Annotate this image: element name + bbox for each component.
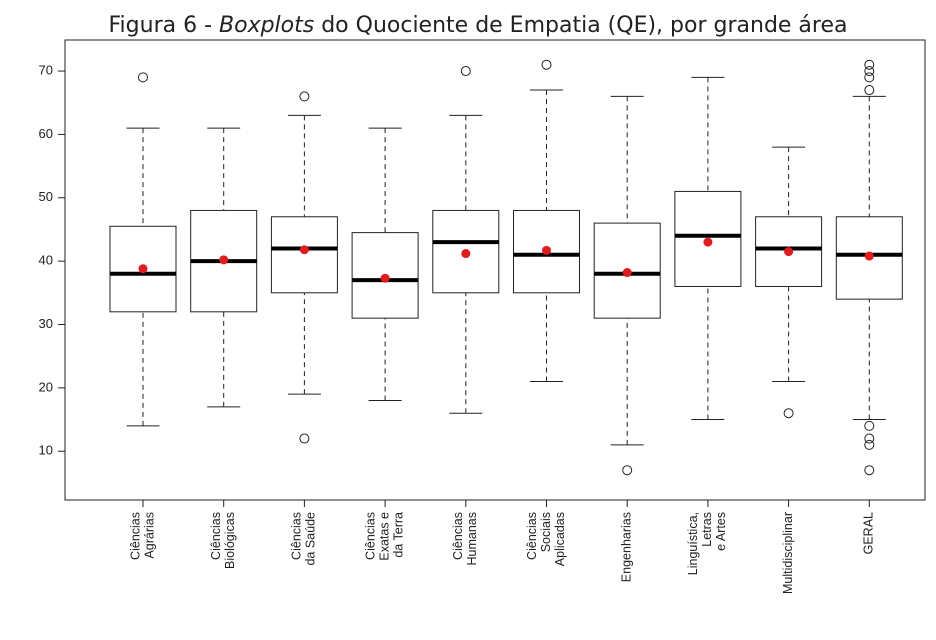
y-tick-label: 20 <box>39 379 53 394</box>
x-tick-label: Ciências <box>451 512 465 560</box>
x-tick-label: Linguística, <box>686 512 700 575</box>
title-part: Figura 6 - <box>109 13 220 38</box>
outlier <box>460 66 471 77</box>
chart-title: Figura 6 - Boxplots do Quociente de Empa… <box>109 13 848 38</box>
outlier <box>864 433 875 444</box>
outlier <box>783 408 794 419</box>
mean-point <box>622 268 632 278</box>
outlier <box>864 59 875 70</box>
x-tick-label: Ciências <box>525 512 539 560</box>
x-tick-label: Biológicas <box>223 512 237 569</box>
mean-point <box>219 255 229 265</box>
x-tick-label: Ciências <box>290 512 304 560</box>
x-tick-label: da Terra <box>391 512 405 558</box>
mean-point <box>461 249 471 259</box>
plot-frame <box>64 39 926 501</box>
y-tick-label: 60 <box>39 126 53 141</box>
x-tick-label: Ciências <box>209 512 223 560</box>
title-part: do Quociente de Empatia (QE), por grande… <box>314 13 847 38</box>
x-tick-label: Aplicadas <box>553 512 567 566</box>
outlier <box>622 465 633 476</box>
x-tick-label: GERAL <box>862 512 876 554</box>
outlier <box>299 433 310 444</box>
mean-point <box>542 245 551 255</box>
x-tick-label: Multidisciplinar <box>781 512 795 594</box>
x-tick-label: da Saúde <box>304 512 318 566</box>
outlier <box>864 72 875 83</box>
x-tick-label: Ciências <box>363 512 377 560</box>
title-part: Boxplots <box>219 13 314 38</box>
mean-point <box>864 251 874 261</box>
outlier <box>299 91 310 102</box>
outlier <box>864 420 875 431</box>
outlier <box>864 465 875 476</box>
y-tick-label: 70 <box>39 62 53 77</box>
y-tick-label: 50 <box>39 189 53 204</box>
y-tick-label: 10 <box>39 443 53 458</box>
outlier <box>138 72 148 83</box>
x-tick-label: Agrárias <box>142 512 156 559</box>
x-tick-label: e Artes <box>714 512 728 551</box>
x-tick-label: Letras <box>700 512 714 547</box>
mean-point <box>703 237 713 247</box>
mean-point <box>299 245 309 255</box>
x-tick-label: Ciências <box>128 512 142 560</box>
outlier <box>864 66 875 77</box>
outlier <box>864 85 875 96</box>
x-tick-label: Engenharias <box>619 512 633 582</box>
x-tick-label: Sociais <box>539 512 553 552</box>
mean-point <box>784 247 794 257</box>
box <box>270 216 338 294</box>
outlier <box>864 439 875 450</box>
y-tick-label: 30 <box>39 316 53 331</box>
mean-point <box>380 273 390 283</box>
outlier <box>541 59 552 70</box>
x-tick-label: Exatas e <box>377 512 391 561</box>
y-tick-label: 40 <box>39 253 53 268</box>
x-tick-label: Humanas <box>465 512 479 566</box>
mean-point <box>138 264 148 274</box>
